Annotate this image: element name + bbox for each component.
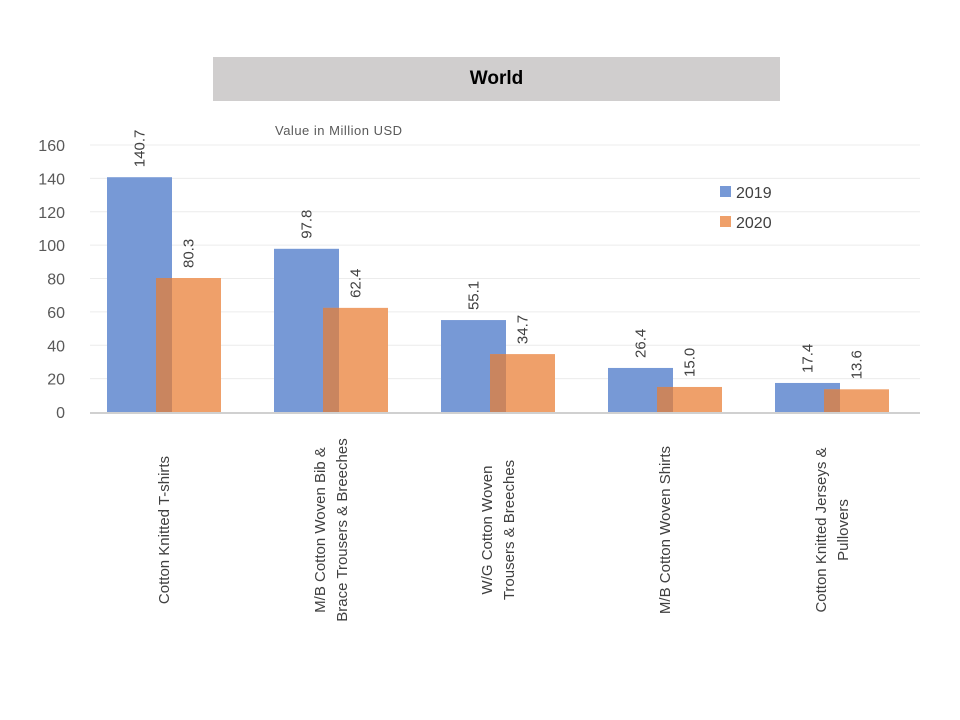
y-tick-label: 0 [56, 405, 65, 422]
bar-2020 [824, 389, 889, 412]
bar-overlap [156, 277, 172, 412]
data-label-2020: 34.7 [515, 315, 532, 344]
y-tick-label: 20 [47, 372, 65, 389]
bar-overlap [657, 386, 673, 412]
y-tick-label: 160 [38, 138, 65, 155]
data-label-2020: 62.4 [348, 269, 365, 298]
y-tick-label: 120 [38, 205, 65, 222]
category-label: Brace Trousers & Breeches [334, 438, 351, 621]
chart-subtitle: Value in Million USD [275, 123, 403, 138]
category-label: Pullovers [835, 499, 852, 561]
legend-label-2019: 2019 [736, 185, 772, 202]
category-label: W/G Cotton Woven [479, 466, 496, 595]
category-label: M/B Cotton Woven Bib & [312, 447, 329, 613]
category-label: M/B Cotton Woven Shirts [657, 446, 674, 614]
data-label-2020: 80.3 [181, 239, 198, 268]
legend-label-2020: 2020 [736, 215, 772, 232]
data-label-2020: 13.6 [849, 350, 866, 379]
data-label-2019: 17.4 [800, 344, 817, 373]
y-tick-label: 60 [47, 305, 65, 322]
category-label: Cotton Knitted Jerseys & [813, 447, 830, 612]
y-tick-label: 140 [38, 171, 65, 188]
data-label-2019: 97.8 [299, 210, 316, 239]
category-label: Cotton Knitted T-shirts [156, 456, 173, 604]
bar-overlap [323, 307, 339, 412]
bar-overlap [490, 354, 506, 412]
y-tick-label: 100 [38, 238, 65, 255]
chart-title: World [213, 57, 780, 101]
category-label: Trousers & Breeches [501, 460, 518, 600]
data-label-2019: 26.4 [633, 329, 650, 358]
y-tick-label: 80 [47, 272, 65, 289]
legend-swatch-2020 [720, 216, 731, 227]
data-label-2019: 140.7 [132, 130, 149, 168]
data-label-2020: 15.0 [682, 348, 699, 377]
bar-overlap [824, 389, 840, 412]
data-label-2019: 55.1 [466, 281, 483, 310]
legend-swatch-2019 [720, 186, 731, 197]
y-tick-label: 40 [47, 338, 65, 355]
